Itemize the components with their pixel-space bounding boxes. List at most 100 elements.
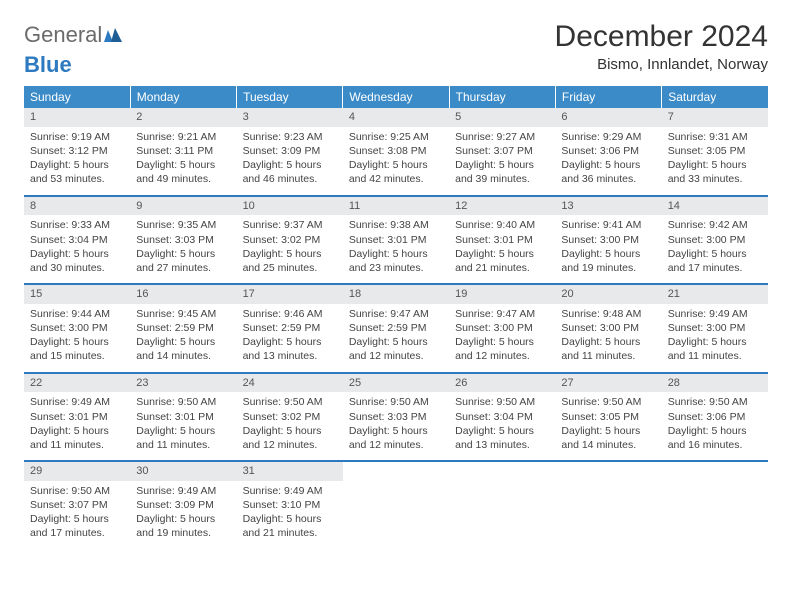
day-number: 7 — [662, 108, 768, 127]
sunset-text: Sunset: 3:09 PM — [243, 144, 337, 158]
sunset-text: Sunset: 3:07 PM — [455, 144, 549, 158]
sunrise-text: Sunrise: 9:49 AM — [30, 395, 124, 409]
page-title: December 2024 — [555, 20, 768, 54]
day-info: Sunrise: 9:50 AMSunset: 3:01 PMDaylight:… — [130, 392, 236, 460]
day-info: Sunrise: 9:48 AMSunset: 3:00 PMDaylight:… — [555, 304, 661, 372]
calendar-week: 15Sunrise: 9:44 AMSunset: 3:00 PMDayligh… — [24, 284, 768, 373]
daylight-text: Daylight: 5 hours and 19 minutes. — [136, 512, 230, 540]
day-info: Sunrise: 9:25 AMSunset: 3:08 PMDaylight:… — [343, 127, 449, 195]
day-number: 8 — [24, 197, 130, 216]
dayhead-thu: Thursday — [449, 86, 555, 108]
calendar-cell: 19Sunrise: 9:47 AMSunset: 3:00 PMDayligh… — [449, 284, 555, 373]
daylight-text: Daylight: 5 hours and 49 minutes. — [136, 158, 230, 186]
logo: General Blue — [24, 24, 122, 76]
sunset-text: Sunset: 3:01 PM — [349, 233, 443, 247]
calendar-cell: 3Sunrise: 9:23 AMSunset: 3:09 PMDaylight… — [237, 108, 343, 196]
sunrise-text: Sunrise: 9:50 AM — [561, 395, 655, 409]
day-info: Sunrise: 9:27 AMSunset: 3:07 PMDaylight:… — [449, 127, 555, 195]
day-info: Sunrise: 9:46 AMSunset: 2:59 PMDaylight:… — [237, 304, 343, 372]
calendar-cell: 4Sunrise: 9:25 AMSunset: 3:08 PMDaylight… — [343, 108, 449, 196]
sunrise-text: Sunrise: 9:47 AM — [349, 307, 443, 321]
daylight-text: Daylight: 5 hours and 23 minutes. — [349, 247, 443, 275]
calendar-cell: 17Sunrise: 9:46 AMSunset: 2:59 PMDayligh… — [237, 284, 343, 373]
sunrise-text: Sunrise: 9:50 AM — [349, 395, 443, 409]
calendar-cell: 12Sunrise: 9:40 AMSunset: 3:01 PMDayligh… — [449, 196, 555, 285]
day-number: 24 — [237, 374, 343, 393]
calendar-cell: 27Sunrise: 9:50 AMSunset: 3:05 PMDayligh… — [555, 373, 661, 462]
daylight-text: Daylight: 5 hours and 13 minutes. — [243, 335, 337, 363]
calendar-cell: 8Sunrise: 9:33 AMSunset: 3:04 PMDaylight… — [24, 196, 130, 285]
day-number: 22 — [24, 374, 130, 393]
day-number: 14 — [662, 197, 768, 216]
daylight-text: Daylight: 5 hours and 13 minutes. — [455, 424, 549, 452]
sunrise-text: Sunrise: 9:40 AM — [455, 218, 549, 232]
sunset-text: Sunset: 3:10 PM — [243, 498, 337, 512]
dayhead-wed: Wednesday — [343, 86, 449, 108]
sunrise-text: Sunrise: 9:27 AM — [455, 130, 549, 144]
calendar-cell — [449, 461, 555, 549]
sunset-text: Sunset: 3:05 PM — [668, 144, 762, 158]
logo-sail-icon — [104, 24, 122, 46]
sunrise-text: Sunrise: 9:38 AM — [349, 218, 443, 232]
calendar-table: Sunday Monday Tuesday Wednesday Thursday… — [24, 86, 768, 549]
sunrise-text: Sunrise: 9:49 AM — [668, 307, 762, 321]
sunset-text: Sunset: 3:11 PM — [136, 144, 230, 158]
sunset-text: Sunset: 3:00 PM — [668, 321, 762, 335]
sunset-text: Sunset: 3:00 PM — [668, 233, 762, 247]
sunrise-text: Sunrise: 9:21 AM — [136, 130, 230, 144]
calendar-cell: 11 Sunrise: 9:38 AMSunset: 3:01 PMDayligh… — [343, 196, 449, 285]
day-number: 18 — [343, 285, 449, 304]
sunset-text: Sunset: 3:04 PM — [455, 410, 549, 424]
calendar-cell: 13Sunrise: 9:41 AMSunset: 3:00 PMDayligh… — [555, 196, 661, 285]
day-info: Sunrise: 9:42 AMSunset: 3:00 PMDaylight:… — [662, 215, 768, 283]
day-info: Sunrise: 9:49 AMSunset: 3:09 PMDaylight:… — [130, 481, 236, 549]
calendar-cell — [343, 461, 449, 549]
daylight-text: Daylight: 5 hours and 42 minutes. — [349, 158, 443, 186]
daylight-text: Daylight: 5 hours and 21 minutes. — [455, 247, 549, 275]
dayhead-tue: Tuesday — [237, 86, 343, 108]
day-info: Sunrise: 9:49 AMSunset: 3:00 PMDaylight:… — [662, 304, 768, 372]
day-number: 5 — [449, 108, 555, 127]
calendar-week: 29Sunrise: 9:50 AMSunset: 3:07 PMDayligh… — [24, 461, 768, 549]
day-number: 19 — [449, 285, 555, 304]
sunrise-text: Sunrise: 9:49 AM — [136, 484, 230, 498]
sunset-text: Sunset: 3:09 PM — [136, 498, 230, 512]
sunrise-text: Sunrise: 9:41 AM — [561, 218, 655, 232]
calendar-cell: 28Sunrise: 9:50 AMSunset: 3:06 PMDayligh… — [662, 373, 768, 462]
calendar-cell: 10Sunrise: 9:37 AMSunset: 3:02 PMDayligh… — [237, 196, 343, 285]
calendar-cell: 29Sunrise: 9:50 AMSunset: 3:07 PMDayligh… — [24, 461, 130, 549]
sunset-text: Sunset: 2:59 PM — [349, 321, 443, 335]
day-info: Sunrise: 9:49 AMSunset: 3:10 PMDaylight:… — [237, 481, 343, 549]
calendar-cell: 1Sunrise: 9:19 AMSunset: 3:12 PMDaylight… — [24, 108, 130, 196]
sunrise-text: Sunrise: 9:33 AM — [30, 218, 124, 232]
day-number: 26 — [449, 374, 555, 393]
sunrise-text: Sunrise: 9:29 AM — [561, 130, 655, 144]
header: General Blue December 2024 Bismo, Innlan… — [24, 20, 768, 76]
calendar-cell: 25Sunrise: 9:50 AMSunset: 3:03 PMDayligh… — [343, 373, 449, 462]
daylight-text: Daylight: 5 hours and 14 minutes. — [561, 424, 655, 452]
calendar-cell: 22Sunrise: 9:49 AMSunset: 3:01 PMDayligh… — [24, 373, 130, 462]
daylight-text: Daylight: 5 hours and 11 minutes. — [136, 424, 230, 452]
sunset-text: Sunset: 3:01 PM — [136, 410, 230, 424]
day-number: 23 — [130, 374, 236, 393]
day-info: Sunrise: 9:37 AMSunset: 3:02 PMDaylight:… — [237, 215, 343, 283]
day-number: 30 — [130, 462, 236, 481]
day-info: Sunrise: 9:47 AMSunset: 2:59 PMDaylight:… — [343, 304, 449, 372]
calendar-cell: 26Sunrise: 9:50 AMSunset: 3:04 PMDayligh… — [449, 373, 555, 462]
day-number: 11 — [343, 197, 449, 216]
day-info: Sunrise: 9:50 AMSunset: 3:04 PMDaylight:… — [449, 392, 555, 460]
sunrise-text: Sunrise: 9:42 AM — [668, 218, 762, 232]
calendar-week: 1Sunrise: 9:19 AMSunset: 3:12 PMDaylight… — [24, 108, 768, 196]
dayhead-fri: Friday — [555, 86, 661, 108]
sunset-text: Sunset: 3:00 PM — [455, 321, 549, 335]
title-block: December 2024 Bismo, Innlandet, Norway — [555, 20, 768, 73]
calendar-cell — [662, 461, 768, 549]
sunrise-text: Sunrise: 9:19 AM — [30, 130, 124, 144]
daylight-text: Daylight: 5 hours and 19 minutes. — [561, 247, 655, 275]
calendar-week: 22Sunrise: 9:49 AMSunset: 3:01 PMDayligh… — [24, 373, 768, 462]
day-info: Sunrise: 9:33 AMSunset: 3:04 PMDaylight:… — [24, 215, 130, 283]
sunrise-text: Sunrise: 9:25 AM — [349, 130, 443, 144]
sunset-text: Sunset: 2:59 PM — [136, 321, 230, 335]
calendar-cell: 30Sunrise: 9:49 AMSunset: 3:09 PMDayligh… — [130, 461, 236, 549]
sunrise-text: Sunrise: 9:48 AM — [561, 307, 655, 321]
